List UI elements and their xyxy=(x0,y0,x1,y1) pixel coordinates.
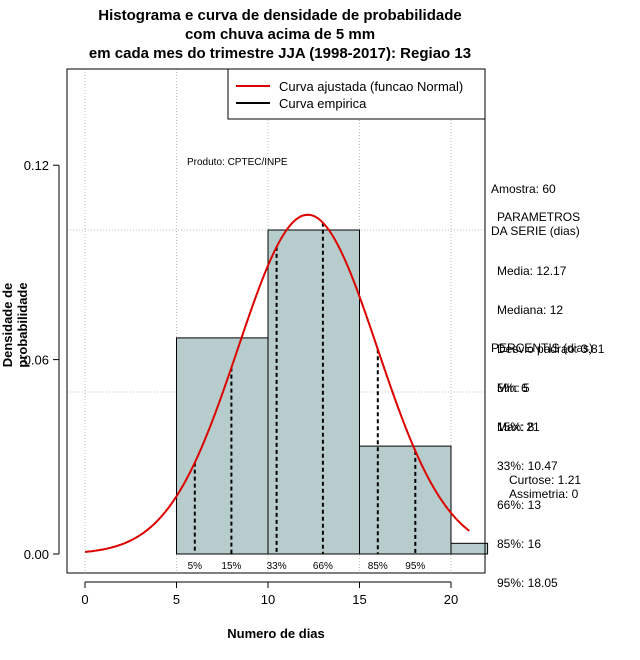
x-axis: 0 5 10 15 20 xyxy=(81,581,458,607)
percentil-item: 66%: 13 xyxy=(497,498,542,512)
histogram-bar xyxy=(267,229,360,555)
params-header-2: DA SERIE (dias) xyxy=(491,224,580,238)
param-item: Media: 12.17 xyxy=(497,264,567,278)
y-tick-label: 0.00 xyxy=(24,547,49,562)
legend-label: Curva empirica xyxy=(279,96,367,111)
assimetria: Assimetria: 0 xyxy=(509,487,579,501)
chart-title-line-2: com chuva acima de 5 mm xyxy=(184,26,376,43)
product-annotation: Produto: CPTEC/INPE xyxy=(187,157,288,168)
legend-label: Curva ajustada (funcao Normal) xyxy=(279,79,463,94)
percentil-item: 85%: 16 xyxy=(497,537,542,551)
percentile-label: 33% xyxy=(267,561,287,572)
x-tick-label: 0 xyxy=(81,592,88,607)
x-axis-label: Numero de dias xyxy=(227,626,325,641)
percentile-label: 5% xyxy=(188,561,203,572)
percentile-label: 85% xyxy=(368,561,388,572)
percentile-label: 15% xyxy=(221,561,241,572)
percentil-item: 15%: 8 xyxy=(497,420,535,434)
chart-title-line-1: Histograma e curva de densidade de proba… xyxy=(98,7,462,24)
percentil-item: 33%: 10.47 xyxy=(497,459,558,473)
percentil-item: 95%: 18.05 xyxy=(497,576,558,590)
percentile-label: 95% xyxy=(405,561,425,572)
chart-title-line-3: em cada mes do trimestre JJA (1998-2017)… xyxy=(88,45,472,62)
params-list: Media: 12.17 Mediana: 12 Desvio padrao: … xyxy=(497,239,604,447)
y-axis: 0.00 0.06 0.12 xyxy=(24,158,60,562)
percentile-label: 66% xyxy=(313,561,333,572)
histogram-bar xyxy=(359,445,452,555)
histogram-bars xyxy=(176,229,489,555)
percentile-lines xyxy=(193,222,417,554)
legend-box xyxy=(227,68,486,120)
x-tick-label: 10 xyxy=(261,592,275,607)
percentis-header: PERCENTIS (dias) xyxy=(491,341,594,355)
percentis-list: 5%: 6 15%: 8 33%: 10.47 66%: 13 85%: 16 … xyxy=(497,356,558,603)
histogram-bar xyxy=(176,337,269,555)
y-axis-label: Densidade de probabilidade xyxy=(0,282,30,368)
param-item: Mediana: 12 xyxy=(497,303,564,317)
x-tick-label: 15 xyxy=(352,592,366,607)
percentile-labels: 5% 15% 33% 66% 85% 95% xyxy=(188,561,426,572)
sample-size: Amostra: 60 xyxy=(491,182,556,196)
curtose: Curtose: 1.21 xyxy=(509,473,582,487)
x-tick-label: 5 xyxy=(173,592,180,607)
y-tick-label: 0.12 xyxy=(24,158,49,173)
x-tick-label: 20 xyxy=(444,592,458,607)
params-header-1: PARAMETROS xyxy=(497,210,581,224)
normal-curve xyxy=(84,213,470,553)
legend: Curva ajustada (funcao Normal) Curva empi… xyxy=(227,68,486,120)
histogram-bar xyxy=(450,542,489,555)
percentil-item: 5%: 6 xyxy=(497,381,528,395)
param-item: Min: 5 xyxy=(497,381,530,395)
param-item: Desvio padrao: 3.81 xyxy=(497,342,605,356)
y-tick-label: 0.06 xyxy=(24,353,49,368)
param-item: Max: 21 xyxy=(497,420,540,434)
